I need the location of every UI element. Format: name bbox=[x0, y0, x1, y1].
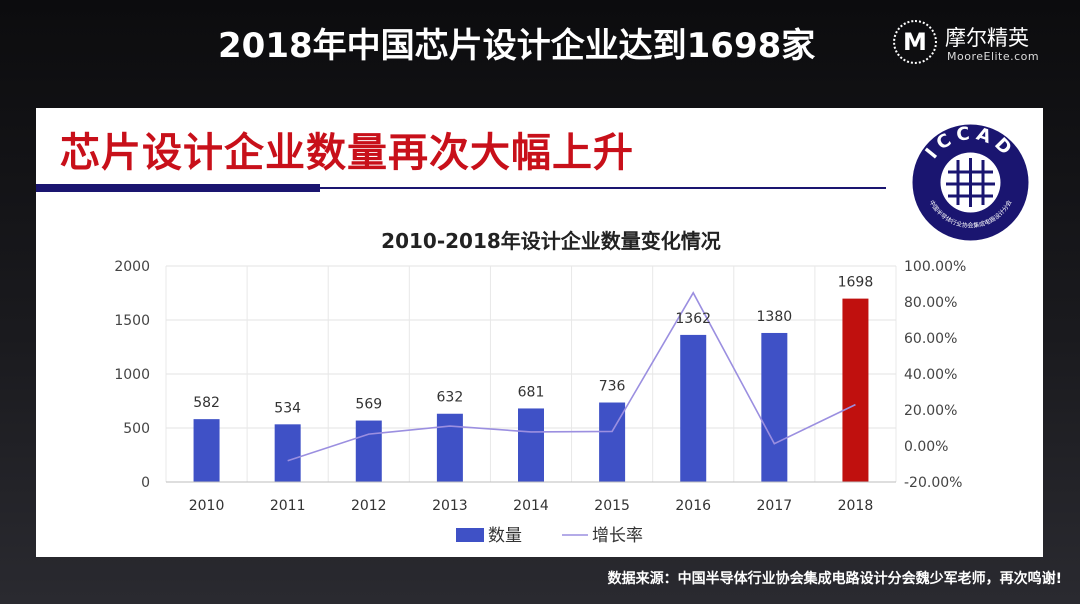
bar-2017 bbox=[761, 332, 788, 482]
x-tick-label: 2017 bbox=[757, 498, 793, 514]
y-tick-label-right: 100.00% bbox=[904, 259, 966, 275]
brand-mark-icon: M bbox=[893, 20, 937, 64]
y-tick-label-right: 60.00% bbox=[904, 331, 957, 347]
legend-swatch-bars bbox=[456, 528, 484, 542]
bar-value-label: 1362 bbox=[675, 311, 711, 327]
bar-value-label: 736 bbox=[599, 379, 626, 395]
bar-value-label: 1698 bbox=[838, 275, 874, 291]
bar-value-label: 534 bbox=[274, 400, 301, 416]
bar-value-label: 1380 bbox=[757, 309, 793, 325]
y-tick-label-left: 500 bbox=[123, 421, 150, 437]
y-tick-label-left: 1500 bbox=[114, 313, 150, 329]
x-tick-label: 2018 bbox=[838, 498, 874, 514]
bar-value-label: 569 bbox=[355, 397, 382, 413]
content-panel: 芯片设计企业数量再次大幅上升 ICCAD 中国半导体行业协会集成电路设计分会 2… bbox=[36, 108, 1043, 557]
bar-value-label: 632 bbox=[437, 390, 464, 406]
y-tick-label-right: 40.00% bbox=[904, 367, 957, 383]
y-tick-label-right: 80.00% bbox=[904, 295, 957, 311]
brand-name: 摩尔精英 bbox=[945, 26, 1029, 50]
bar-2014 bbox=[518, 408, 544, 482]
bar-2016 bbox=[680, 334, 707, 482]
y-tick-label-right: -20.00% bbox=[904, 475, 962, 491]
panel-heading: 芯片设计企业数量再次大幅上升 bbox=[60, 130, 634, 176]
bar-2010 bbox=[193, 419, 220, 482]
bar-2011 bbox=[274, 424, 301, 482]
brand-logo[interactable]: M 摩尔精英 MooreElite.com bbox=[893, 20, 1068, 68]
brand-url: MooreElite.com bbox=[947, 50, 1040, 63]
chart-title: 2010-2018年设计企业数量变化情况 bbox=[381, 229, 721, 253]
bar-value-label: 681 bbox=[518, 384, 545, 400]
x-tick-label: 2016 bbox=[675, 498, 711, 514]
iccad-grid-icon bbox=[946, 158, 995, 207]
x-tick-label: 2011 bbox=[270, 498, 306, 514]
slide-title: 2018年中国芯片设计企业达到1698家 bbox=[218, 26, 816, 66]
iccad-logo: ICCAD 中国半导体行业协会集成电路设计分会 bbox=[912, 123, 1029, 241]
bar-2018 bbox=[842, 298, 869, 482]
x-tick-label: 2015 bbox=[594, 498, 630, 514]
y-tick-label-right: 0.00% bbox=[904, 439, 948, 455]
x-tick-label: 2010 bbox=[189, 498, 225, 514]
growth-rate-line bbox=[287, 291, 856, 462]
x-tick-label: 2013 bbox=[432, 498, 468, 514]
bar-line-chart: 2010-2018年设计企业数量变化情况 582 534 569 632 681 736 1… bbox=[114, 229, 966, 546]
legend-label-bars: 数量 bbox=[488, 526, 522, 546]
bar-2013 bbox=[436, 413, 463, 482]
y-tick-label-left: 2000 bbox=[114, 259, 150, 275]
y-tick-label-left: 1000 bbox=[114, 367, 150, 383]
x-tick-label: 2014 bbox=[513, 498, 549, 514]
legend-label-line: 增长率 bbox=[592, 526, 643, 546]
heading-rule bbox=[36, 187, 886, 189]
y-tick-label-left: 0 bbox=[141, 475, 150, 491]
x-tick-label: 2012 bbox=[351, 498, 387, 514]
bar-2012 bbox=[355, 420, 382, 482]
bar-value-label: 582 bbox=[193, 395, 220, 411]
y-tick-label-right: 20.00% bbox=[904, 403, 957, 419]
heading-rule-accent bbox=[36, 184, 320, 192]
source-footnote: 数据来源：中国半导体行业协会集成电路设计分会魏少军老师，再次鸣谢! bbox=[607, 571, 1062, 587]
